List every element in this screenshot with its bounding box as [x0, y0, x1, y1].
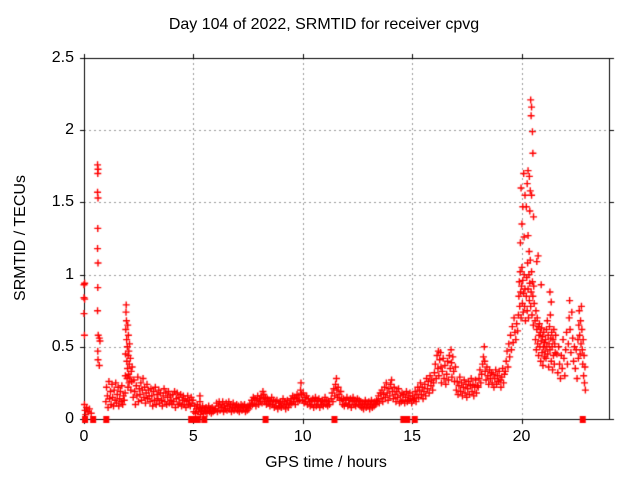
y-tick-label: 2.5 [51, 49, 74, 66]
x-tick-label: 5 [188, 428, 198, 445]
x-tick-label: 15 [403, 428, 422, 445]
x-axis-label: GPS time / hours [265, 454, 387, 471]
y-tick-label: 2 [65, 121, 74, 139]
y-tick-label: 0 [65, 410, 74, 427]
x-tick-label: 0 [79, 428, 89, 445]
x-tick-label: 10 [293, 428, 312, 445]
y-axis-label: SRMTID / TECUs [12, 175, 29, 301]
y-tick-label: 1.5 [51, 193, 74, 211]
chart-title: Day 104 of 2022, SRMTID for receiver cpv… [168, 16, 480, 33]
y-tick-label: 1 [65, 265, 74, 283]
y-tick-label: 0.5 [51, 337, 74, 355]
x-tick-label: 20 [512, 428, 531, 445]
